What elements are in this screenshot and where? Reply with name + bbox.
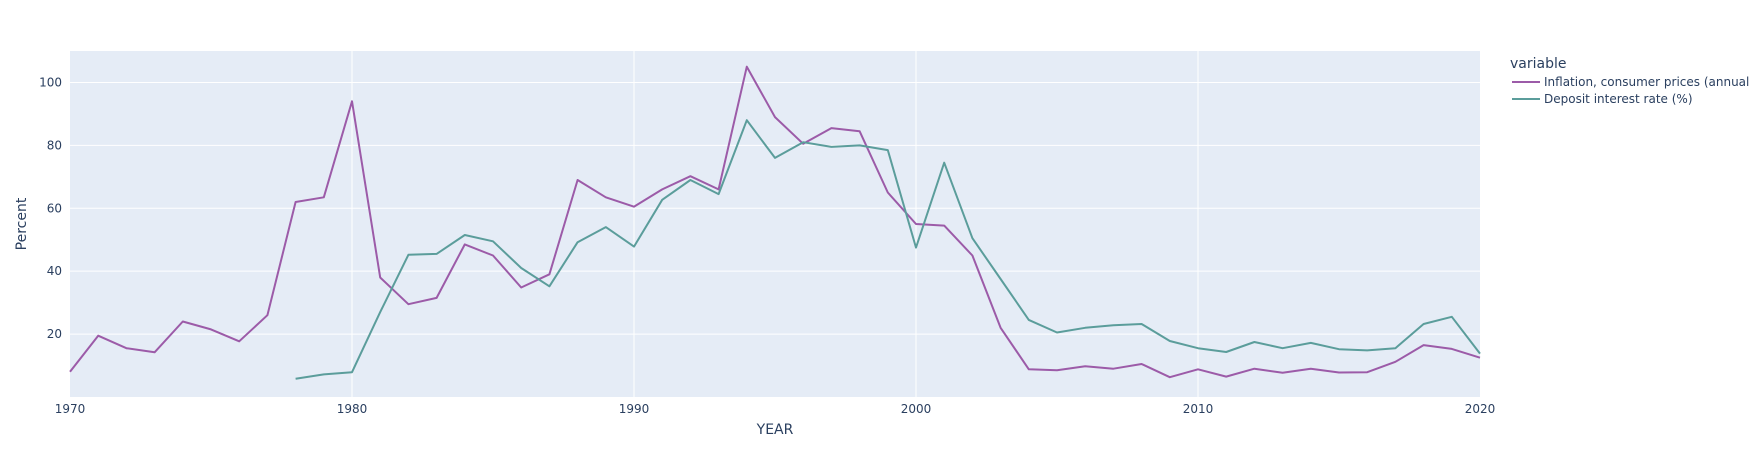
series-line-1 (69, 65, 1481, 379)
x-tick-label: 1990 (619, 402, 650, 416)
x-tick-label: 2010 (1183, 402, 1214, 416)
x-tick-label: 2000 (901, 402, 932, 416)
x-tick-label: 1980 (337, 402, 368, 416)
y-tick-label: 60 (47, 201, 62, 215)
x-axis-ticks: 1970 1980 1990 2000 2010 2020 (55, 402, 1496, 416)
x-tick-label: 2020 (1465, 402, 1496, 416)
series-layer (69, 65, 1481, 380)
y-tick-label: 100 (39, 75, 62, 89)
x-axis-title: YEAR (756, 422, 794, 438)
x-tick-label: 1970 (55, 402, 86, 416)
y-gridlines (70, 81, 1480, 335)
series-line-2 (295, 119, 1481, 380)
y-tick-label: 20 (47, 327, 62, 341)
y-tick-label: 80 (47, 138, 62, 152)
legend-title: variable (1510, 56, 1566, 72)
plot-background (70, 51, 1480, 397)
y-tick-label: 40 (47, 264, 62, 278)
legend: variable Inflation, consumer prices (ann… (1510, 56, 1749, 106)
y-axis-ticks: 20 40 60 80 100 (39, 75, 62, 341)
legend-items: Inflation, consumer prices (annual %) Dep… (1512, 75, 1749, 106)
legend-label-1: Inflation, consumer prices (annual %) (1544, 75, 1749, 89)
y-axis-title: Percent (14, 197, 30, 250)
legend-label-2: Deposit interest rate (%) (1544, 92, 1693, 106)
